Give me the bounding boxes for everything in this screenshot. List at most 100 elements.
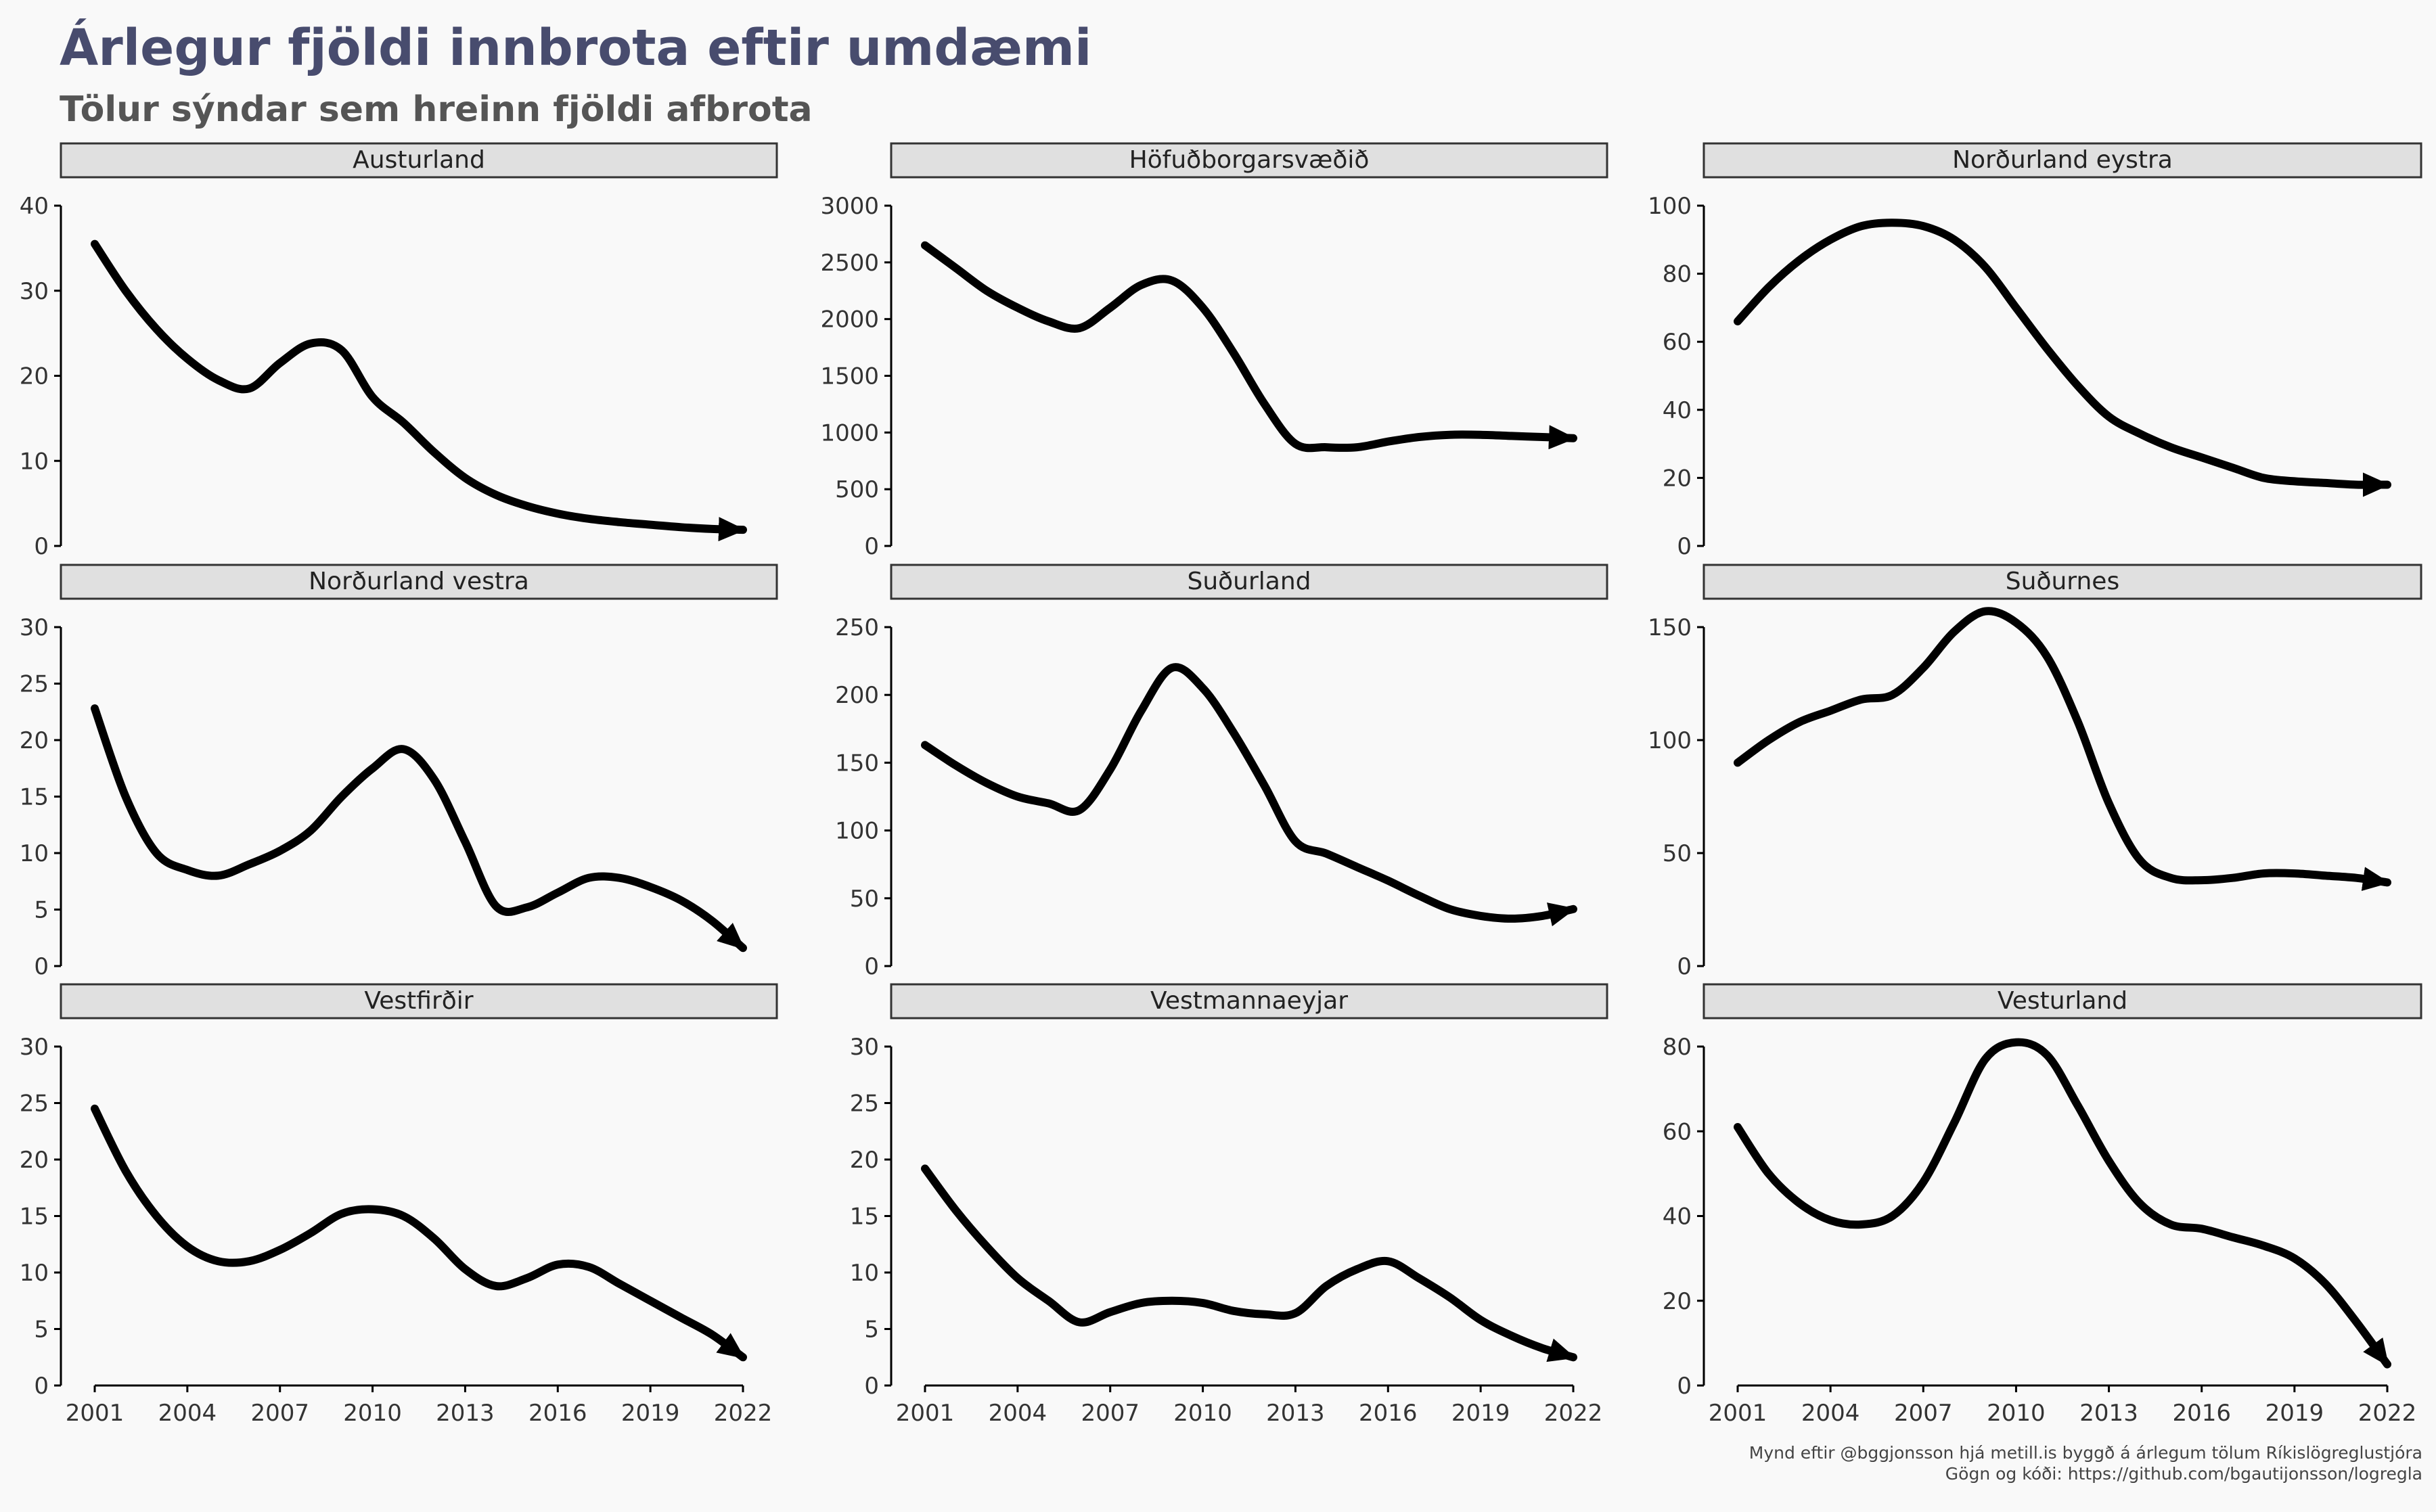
y-tick-label: 80 xyxy=(1663,261,1692,288)
y-tick-label: 5 xyxy=(864,1316,879,1344)
series-line xyxy=(1734,1038,2391,1369)
y-tick-label: 100 xyxy=(1648,193,1692,220)
x-tick-label: 2007 xyxy=(1894,1400,1953,1427)
x-tick-label: 2010 xyxy=(343,1400,402,1427)
x-tick-label: 2001 xyxy=(1709,1400,1767,1427)
x-tick-label: 2016 xyxy=(1359,1400,1418,1427)
facet-label: Vesturland xyxy=(1998,987,2127,1015)
facet-strip xyxy=(1702,142,2422,179)
series-line xyxy=(921,663,1577,927)
y-tick-label: 10 xyxy=(20,1260,49,1287)
y-tick-label: 25 xyxy=(850,1091,879,1118)
y-tick-label: 0 xyxy=(34,533,49,560)
x-tick-label: 2001 xyxy=(896,1400,955,1427)
x-tick-label: 2004 xyxy=(1801,1400,1860,1427)
facet-label: Norðurland vestra xyxy=(309,568,529,595)
y-tick-label: 20 xyxy=(20,727,49,754)
facet-strip xyxy=(60,142,778,179)
y-tick-label: 2000 xyxy=(820,306,879,334)
y-tick-label: 30 xyxy=(20,278,49,305)
y-tick-label: 2500 xyxy=(820,250,879,277)
y-tick-label: 10 xyxy=(20,448,49,475)
x-tick-label: 2019 xyxy=(621,1400,680,1427)
y-tick-label: 0 xyxy=(1677,953,1692,980)
facet-label: Suðurland xyxy=(1187,568,1311,595)
x-tick-label: 2016 xyxy=(2172,1400,2231,1427)
x-tick-label: 2007 xyxy=(250,1400,309,1427)
panel-7: Vestmannaeyjar 0 5 10 15 20 25 30 2001 2004 2007 20… xyxy=(850,983,1608,1427)
y-tick-label: 25 xyxy=(20,671,49,698)
facet-label: Vestmannaeyjar xyxy=(1150,987,1348,1015)
y-tick-label: 80 xyxy=(1663,1034,1692,1061)
panel-1: Höfuðborgarsvæðið 0 500 1000 1500 2000 2500 300… xyxy=(820,142,1608,560)
y-tick-label: 30 xyxy=(20,614,49,641)
y-tick-label: 0 xyxy=(34,953,49,980)
y-tick-label: 0 xyxy=(1677,533,1692,560)
facet-strip xyxy=(890,983,1608,1020)
y-tick-label: 0 xyxy=(1677,1373,1692,1400)
y-tick-label: 25 xyxy=(20,1091,49,1118)
y-tick-label: 200 xyxy=(835,682,879,709)
y-tick-label: 30 xyxy=(20,1034,49,1061)
y-tick-label: 40 xyxy=(1663,397,1692,424)
y-tick-label: 60 xyxy=(1663,329,1692,356)
series-line xyxy=(91,704,747,953)
panel-3: Norðurland vestra 0 5 10 15 20 25 30 xyxy=(20,564,778,980)
panel-6: Vestfirðir 0 5 10 15 20 25 30 2001 2004 2007 2010 20… xyxy=(20,983,778,1427)
x-tick-label: 2022 xyxy=(714,1400,773,1427)
y-tick-label: 150 xyxy=(835,750,879,777)
series-line xyxy=(1734,607,2391,892)
x-tick-label: 2013 xyxy=(2079,1400,2138,1427)
x-tick-label: 2004 xyxy=(158,1400,217,1427)
y-tick-label: 15 xyxy=(20,1204,49,1231)
y-tick-label: 5 xyxy=(34,1316,49,1344)
series-line xyxy=(921,241,1577,453)
facet-strip xyxy=(890,564,1608,600)
panel-5: Suðurnes 0 50 100 150 xyxy=(1648,564,2422,980)
y-tick-label: 0 xyxy=(864,1373,879,1400)
y-tick-label: 40 xyxy=(1663,1204,1692,1231)
facet-label: Suðurnes xyxy=(2006,568,2119,595)
y-tick-label: 15 xyxy=(20,784,49,811)
y-tick-label: 3000 xyxy=(820,193,879,220)
y-tick-label: 30 xyxy=(850,1034,879,1061)
x-tick-label: 2007 xyxy=(1081,1400,1140,1427)
y-tick-label: 1000 xyxy=(820,419,879,446)
facet-strip xyxy=(60,564,778,600)
facet-label: Vestfirðir xyxy=(364,987,473,1015)
panel-8: Vesturland 0 20 40 60 80 2001 2004 2007 2010 2013 2… xyxy=(1663,983,2422,1427)
y-tick-label: 20 xyxy=(20,1147,49,1174)
y-tick-label: 0 xyxy=(864,953,879,980)
series-line xyxy=(91,1104,747,1362)
x-tick-label: 2019 xyxy=(2265,1400,2324,1427)
chart-title: Árlegur fjöldi innbrota eftir umdæmi xyxy=(60,19,1092,77)
y-tick-label: 20 xyxy=(1663,1288,1692,1315)
y-tick-label: 100 xyxy=(835,818,879,845)
facet-label: Höfuðborgarsvæðið xyxy=(1129,146,1370,174)
chart-subtitle: Tölur sýndar sem hreinn fjöldi afbrota xyxy=(60,89,813,130)
y-tick-label: 40 xyxy=(20,193,49,220)
y-tick-label: 50 xyxy=(850,886,879,913)
x-tick-label: 2004 xyxy=(989,1400,1047,1427)
panel-0: Austurland 0 10 20 30 40 xyxy=(20,142,778,560)
facet-strip xyxy=(1702,564,2422,600)
series-line xyxy=(91,239,747,542)
y-tick-label: 0 xyxy=(864,533,879,560)
y-tick-label: 150 xyxy=(1648,614,1692,641)
panel-2: Norðurland eystra 0 20 40 60 80 100 xyxy=(1648,142,2422,560)
x-tick-label: 2022 xyxy=(1544,1400,1603,1427)
x-tick-label: 2013 xyxy=(1266,1400,1325,1427)
x-tick-label: 2010 xyxy=(1987,1400,2046,1427)
facet-strip xyxy=(890,142,1608,179)
y-tick-label: 5 xyxy=(34,897,49,924)
y-tick-label: 250 xyxy=(835,614,879,641)
y-tick-label: 0 xyxy=(34,1373,49,1400)
x-tick-label: 2013 xyxy=(436,1400,495,1427)
y-tick-label: 20 xyxy=(850,1147,879,1174)
x-tick-label: 2010 xyxy=(1173,1400,1232,1427)
y-tick-label: 10 xyxy=(850,1260,879,1287)
y-tick-label: 50 xyxy=(1663,840,1692,867)
facet-strip xyxy=(60,983,778,1020)
x-tick-label: 2022 xyxy=(2358,1400,2417,1427)
caption-source: Gögn og kóði: https://github.com/bgautij… xyxy=(1945,1464,2422,1484)
